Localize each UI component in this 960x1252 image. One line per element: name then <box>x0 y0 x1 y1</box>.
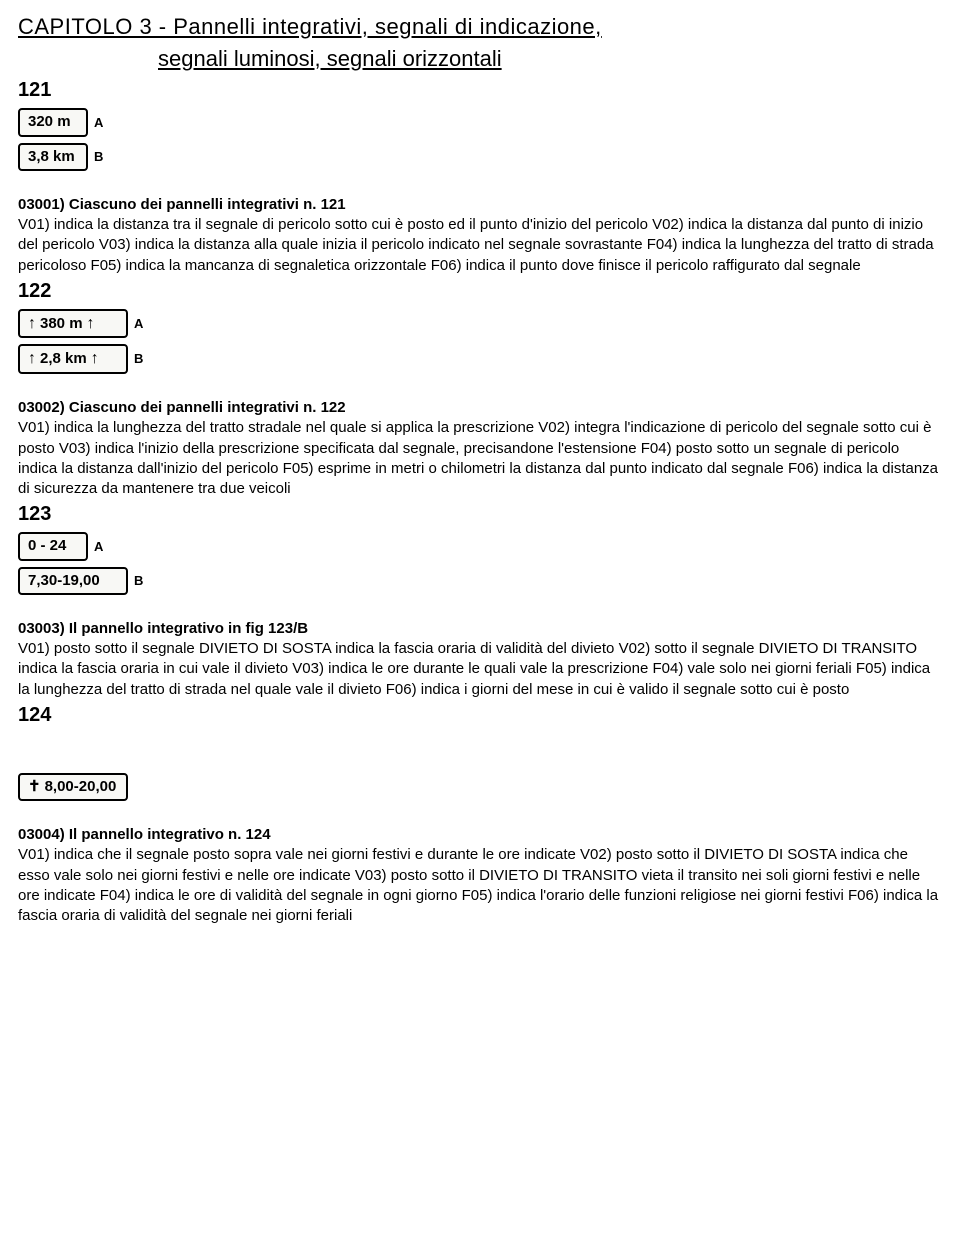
arrow-up-icon: ↑ <box>91 348 99 370</box>
sign-panel: ↑2,8 km↑ <box>18 344 128 374</box>
sign-panel: ✝8,00-20,00 <box>18 773 128 801</box>
arrow-up-icon: ↑ <box>28 313 36 335</box>
figure-number: 123 <box>18 501 942 528</box>
question-title: 03004) Il pannello integrativo n. 124 <box>18 825 942 845</box>
question-title: 03002) Ciascuno dei pannelli integrativi… <box>18 398 942 418</box>
sign-text: 380 m <box>40 314 83 334</box>
sign-text: 2,8 km <box>40 349 87 369</box>
sign-panel: 0 - 24 <box>18 532 88 560</box>
chapter-title-line1: CAPITOLO 3 - Pannelli integrativi, segna… <box>18 12 942 42</box>
question-body: V01) posto sotto il segnale DIVIETO DI S… <box>18 639 942 700</box>
question-title: 03001) Ciascuno dei pannelli integrativi… <box>18 195 942 215</box>
sign-text: 320 m <box>28 112 71 132</box>
sign-panel: 7,30-19,00 <box>18 567 128 595</box>
sign-row: 320 m A <box>18 108 942 136</box>
sign-variant-label: B <box>134 572 143 590</box>
sign-variant-label: B <box>94 148 103 166</box>
question-body: V01) indica che il segnale posto sopra v… <box>18 845 942 926</box>
sign-text: 0 - 24 <box>28 536 66 556</box>
sign-row: ↑2,8 km↑ B <box>18 344 942 374</box>
sign-text: 3,8 km <box>28 147 75 167</box>
sign-row: 7,30-19,00 B <box>18 567 942 595</box>
question-title: 03003) Il pannello integrativo in fig 12… <box>18 619 942 639</box>
figure-number: 124 <box>18 702 942 729</box>
sign-text: 8,00-20,00 <box>45 777 117 797</box>
sign-variant-label: A <box>94 114 103 132</box>
sign-row: ↑380 m↑ A <box>18 309 942 339</box>
sign-panel: ↑380 m↑ <box>18 309 128 339</box>
spacer <box>18 733 942 773</box>
sign-row: ✝8,00-20,00 <box>18 773 942 801</box>
question-body: V01) indica la distanza tra il segnale d… <box>18 215 942 276</box>
sign-variant-label: A <box>134 315 143 333</box>
sign-row: 3,8 km B <box>18 143 942 171</box>
sign-row: 0 - 24 A <box>18 532 942 560</box>
sign-variant-label: B <box>134 350 143 368</box>
chapter-title-line2: segnali luminosi, segnali orizzontali <box>158 44 942 74</box>
arrow-up-icon: ↑ <box>87 313 95 335</box>
figure-number: 121 <box>18 77 942 104</box>
sign-panel: 3,8 km <box>18 143 88 171</box>
sign-variant-label: A <box>94 538 103 556</box>
figure-number: 122 <box>18 278 942 305</box>
sign-text: 7,30-19,00 <box>28 571 100 591</box>
arrow-up-icon: ↑ <box>28 348 36 370</box>
holiday-cross-icon: ✝ <box>28 777 41 797</box>
question-body: V01) indica la lunghezza del tratto stra… <box>18 418 942 499</box>
sign-panel: 320 m <box>18 108 88 136</box>
